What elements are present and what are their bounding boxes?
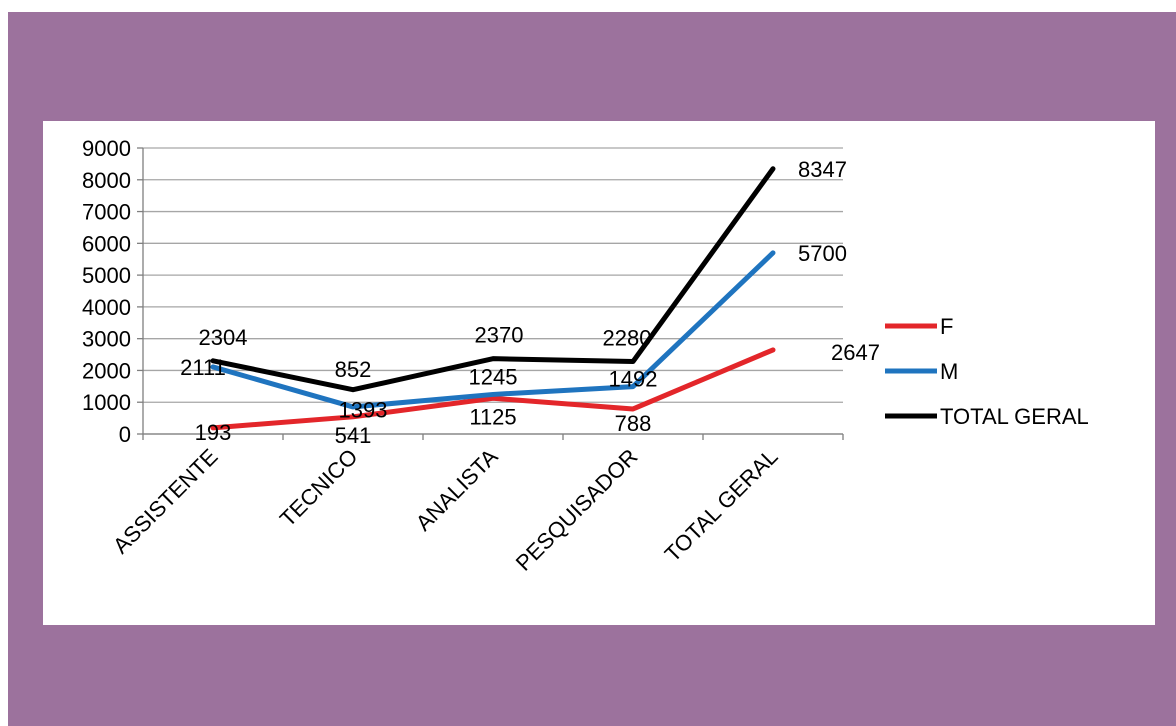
- legend-label: M: [940, 359, 958, 384]
- y-tick-label: 7000: [82, 200, 131, 225]
- series-line-2: [210, 250, 776, 410]
- data-label: 1492: [609, 367, 658, 392]
- data-label: 541: [335, 423, 372, 448]
- legend-label: TOTAL GERAL: [940, 404, 1089, 429]
- data-label: 8347: [798, 157, 847, 182]
- data-label: 1245: [469, 364, 518, 389]
- series-lines: [210, 166, 776, 431]
- y-tick-label: 9000: [82, 136, 131, 161]
- y-tick-label: 0: [119, 422, 131, 447]
- series-line-3: [210, 166, 776, 393]
- gridlines: [143, 147, 843, 435]
- legend-label: F: [940, 314, 953, 339]
- y-tick-label: 6000: [82, 231, 131, 256]
- data-label: 2111: [180, 355, 226, 380]
- y-tick-label: 4000: [82, 295, 131, 320]
- data-label: 2304: [199, 325, 248, 350]
- data-label: 852: [335, 357, 372, 382]
- y-tick-label: 8000: [82, 168, 131, 193]
- data-labels: 193 541 1125 788 2647 2111 852 1245 1492 5700 2304…: [180, 157, 880, 448]
- y-tick-label: 2000: [82, 358, 131, 383]
- legend: FM TOTAL GERAL: [885, 314, 1089, 429]
- data-label: 788: [615, 411, 652, 436]
- data-label: 193: [195, 420, 232, 445]
- y-axis: 0 1000 2000 3000 4000 5000 6000 7000 8000 9000: [82, 136, 144, 447]
- data-label: 5700: [798, 241, 847, 266]
- y-tick-label: 3000: [82, 327, 131, 352]
- data-label: 1393: [339, 398, 388, 423]
- data-label: 1125: [469, 404, 516, 429]
- data-label: 2280: [603, 326, 652, 351]
- y-tick-label: 1000: [82, 390, 131, 415]
- series-line-1: [210, 347, 776, 431]
- data-label: 2647: [831, 340, 880, 365]
- data-label: 2370: [475, 323, 524, 348]
- y-tick-label: 5000: [82, 263, 131, 288]
